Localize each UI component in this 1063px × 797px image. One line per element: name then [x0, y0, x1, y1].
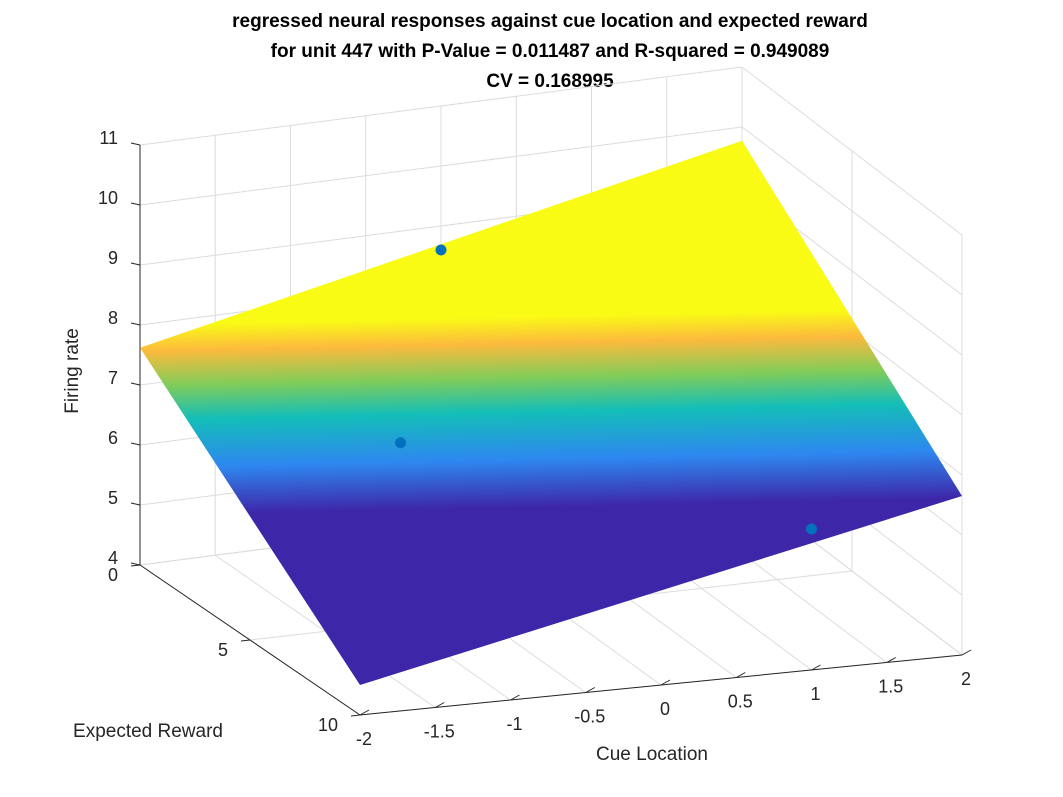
z-tick-label: 8: [108, 308, 118, 328]
z-axis-label: Firing rate: [62, 328, 83, 414]
z-tick-mark: [130, 262, 141, 266]
x-tick-mark: [886, 657, 896, 663]
z-tick-label: 7: [108, 368, 118, 388]
x-tick-label: -1.5: [424, 722, 455, 742]
x-tick-mark: [359, 709, 370, 716]
data-point: [395, 437, 406, 449]
data-point: [806, 523, 817, 535]
grid-line: [741, 126, 963, 296]
x-tick-mark: [510, 694, 520, 701]
x-tick-label: 1.5: [878, 677, 903, 697]
y-tick-mark: [350, 714, 361, 717]
title-line-1: regressed neural responses against cue l…: [232, 11, 868, 32]
x-axis-label: Cue Location: [596, 744, 708, 765]
x-tick-mark: [736, 672, 746, 678]
x-tick-label: -0.5: [574, 707, 605, 727]
y-tick-label: 5: [218, 640, 228, 660]
z-tick-label: 5: [108, 488, 118, 508]
z-tick-label: 6: [108, 428, 118, 448]
z-tick-label: 9: [108, 248, 118, 268]
y-tick-label: 10: [318, 715, 338, 735]
z-tick-mark: [130, 322, 141, 326]
x-tick-mark: [811, 664, 821, 671]
x-tick-mark: [435, 702, 445, 708]
z-tick-label: 4: [108, 548, 118, 568]
x-tick-label: 0: [660, 699, 670, 719]
x-tick-label: 1: [810, 684, 820, 704]
z-tick-mark: [130, 202, 141, 206]
x-tick-label: -1: [506, 714, 522, 734]
z-tick-mark: [130, 442, 141, 446]
x-tick-mark: [585, 687, 595, 693]
z-tick-label: 11: [99, 128, 118, 148]
grid-line: [139, 66, 743, 146]
x-tick-label: -2: [356, 729, 372, 749]
data-point: [435, 244, 447, 256]
tick-labels-layer: 4 5 6 7 8 9 10 11 0 5 10 -2 -1.5 -1 -0.5 0 0.5 1 1.5 2: [98, 128, 972, 749]
y-tick-label: 0: [108, 565, 118, 585]
y-axis-label: Expected Reward: [73, 721, 223, 742]
grid-line: [139, 126, 743, 206]
chart-title: regressed neural responses against cue l…: [232, 11, 868, 92]
title-line-3: CV = 0.168995: [486, 71, 614, 92]
grid-line: [741, 66, 963, 236]
regression-plane: [140, 140, 962, 686]
y-tick-mark: [130, 564, 141, 567]
z-tick-label: 10: [98, 188, 118, 208]
x-tick-label: 2: [961, 669, 971, 689]
title-line-2: for unit 447 with P-Value = 0.011487 and…: [271, 41, 830, 62]
data-points-layer: [395, 244, 817, 535]
regression-surface-layer: [140, 140, 962, 686]
y-tick-mark: [240, 639, 251, 642]
z-tick-mark: [130, 382, 141, 386]
x-tick-label: 0.5: [728, 692, 753, 712]
x-tick-mark: [961, 649, 972, 656]
z-tick-mark: [130, 142, 141, 146]
x-tick-mark: [660, 679, 671, 686]
z-tick-mark: [130, 502, 141, 506]
